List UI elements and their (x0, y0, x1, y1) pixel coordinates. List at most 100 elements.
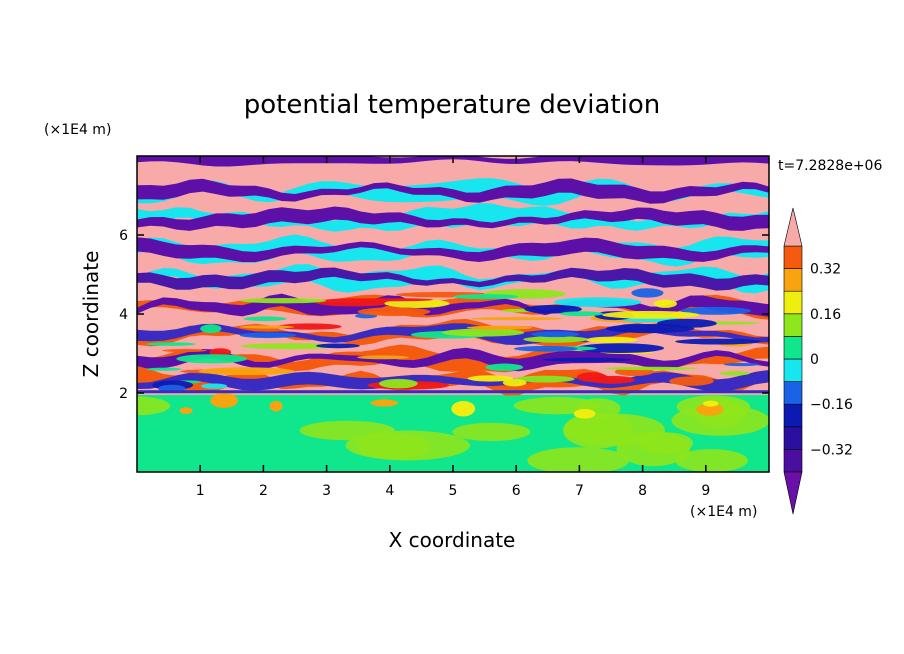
field-streak (523, 336, 589, 343)
field-spot (210, 393, 238, 408)
field-streak (243, 316, 287, 322)
x-tick-label: 3 (322, 483, 331, 499)
field-streak (161, 349, 208, 353)
x-tick-label: 9 (701, 483, 710, 499)
colorbar-segment (783, 268, 803, 292)
field-spot (370, 399, 399, 407)
field-streak (586, 336, 638, 344)
field-streak (277, 323, 342, 330)
field-streak (631, 288, 664, 298)
field-streak (502, 379, 527, 387)
field-streak (239, 325, 294, 329)
field-blob (452, 422, 531, 442)
colorbar-segment (783, 290, 803, 315)
y-axis-ticks: 2 4 6 (119, 228, 769, 402)
field-streak (200, 383, 228, 389)
colorbar-segment (783, 358, 803, 382)
field-streak (145, 342, 196, 346)
field-streak (467, 375, 514, 382)
field-streak (531, 331, 580, 338)
field-band (137, 206, 769, 231)
x-tick-label: 5 (449, 483, 458, 499)
field-streak (514, 375, 575, 383)
field-streak (675, 338, 762, 345)
colorbar-segment (783, 336, 803, 360)
field-blob (299, 420, 395, 441)
field-spot (702, 400, 719, 407)
field-streak (524, 304, 582, 314)
field-band (137, 237, 769, 263)
field-streak (669, 376, 714, 386)
y-tick-label: 6 (119, 228, 128, 244)
y-unit-label: (×1E4 m) (44, 122, 111, 138)
field-band (137, 370, 769, 392)
x-tick-label: 1 (196, 483, 205, 499)
colorbar-over-triangle (783, 207, 803, 247)
interface-line (137, 390, 769, 394)
field-streak (723, 362, 760, 367)
field-streak (209, 348, 232, 357)
field-streak (604, 366, 697, 371)
x-tick-label: 2 (259, 483, 268, 499)
colorbar-tick-label: 0.16 (810, 307, 841, 323)
x-tick-label: 4 (385, 483, 394, 499)
field-streak (602, 310, 700, 319)
colorbar-tick-label: 0.32 (810, 262, 841, 278)
colorbar-tick-label: −0.16 (810, 397, 853, 413)
field-streak (559, 311, 604, 317)
colorbar-segment (783, 403, 803, 428)
field-streak (240, 298, 327, 304)
field-streak (239, 332, 297, 339)
field-streak (485, 363, 524, 371)
field-band (137, 156, 769, 167)
field-streak (466, 325, 533, 330)
chart-title: potential temperature deviation (244, 90, 660, 120)
x-tick-label: 6 (512, 483, 521, 499)
field-streak (653, 299, 677, 308)
field-spot (179, 407, 193, 415)
y-tick-label: 4 (119, 307, 128, 323)
x-tick-label: 8 (638, 483, 647, 499)
x-tick-label: 7 (575, 483, 584, 499)
field-streak (176, 354, 248, 364)
field-streak (357, 307, 431, 316)
colorbar-under-triangle (783, 471, 803, 515)
field-spot (573, 408, 596, 419)
field-streak (378, 378, 418, 389)
field-streak (575, 343, 665, 354)
field-blob (137, 396, 171, 416)
field-streak (452, 294, 519, 300)
field-spot (451, 401, 476, 417)
field-streak (719, 371, 751, 376)
field-streak (349, 298, 434, 302)
colorbar-segment (783, 245, 803, 269)
x-axis-ticks: 1 2 3 4 5 6 7 8 9 (196, 156, 710, 499)
field-band (137, 178, 769, 204)
x-axis-title: X coordinate (389, 528, 516, 552)
field-streak (576, 372, 607, 382)
field-streak (542, 357, 632, 362)
colorbar (783, 207, 803, 515)
contour-field (137, 156, 769, 472)
field-blob (356, 433, 430, 459)
colorbar-tick-label: 0 (810, 352, 819, 368)
field-band-fringe (137, 203, 769, 232)
field-band (137, 267, 769, 291)
field-streak (200, 324, 222, 333)
colorbar-segment (783, 313, 803, 337)
field-streak (680, 306, 752, 315)
colorbar-segment (783, 426, 803, 450)
field-streak (357, 355, 409, 360)
field-streak (198, 367, 295, 376)
field-blob (527, 447, 629, 472)
y-tick-label: 2 (119, 386, 128, 402)
field-streak (605, 324, 695, 334)
x-unit-label: (×1E4 m) (690, 504, 757, 520)
field-streak (513, 345, 578, 352)
colorbar-segment (783, 449, 803, 473)
field-streak (442, 328, 525, 337)
field-spot (269, 400, 283, 412)
field-blob (675, 449, 748, 472)
colorbar-tick-label: −0.32 (810, 442, 853, 458)
